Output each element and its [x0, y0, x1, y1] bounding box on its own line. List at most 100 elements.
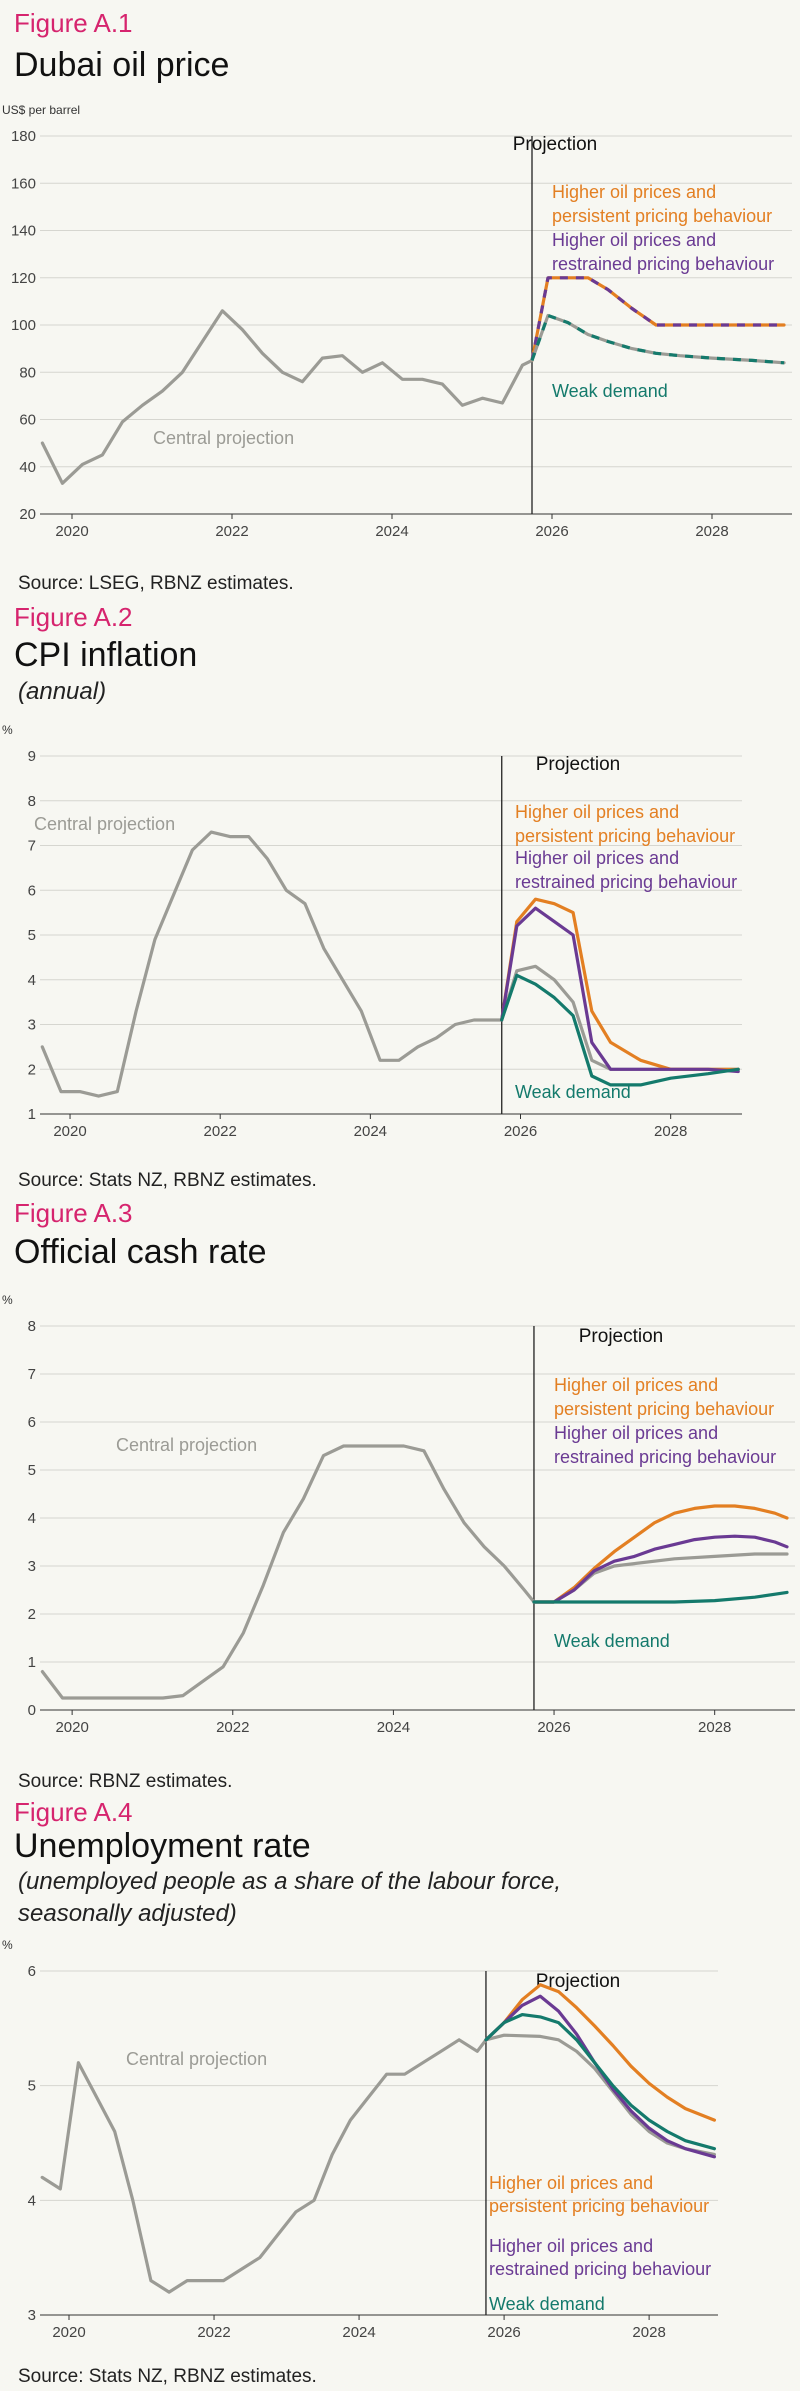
- y-tick-label: 0: [28, 1702, 36, 1719]
- y-tick-label: 5: [28, 927, 36, 944]
- y-axis-unit-label: %: [2, 723, 13, 737]
- annotation-weak: Weak demand: [489, 2294, 605, 2314]
- y-tick-label: 6: [28, 1963, 36, 1980]
- y-tick-label: 7: [28, 838, 36, 855]
- x-tick-label: 2020: [53, 1123, 86, 1140]
- annotation-high-restrained: Higher oil prices and: [489, 2236, 653, 2256]
- x-tick-label: 2028: [654, 1123, 687, 1140]
- annotation-high-persistent: Higher oil prices and: [515, 802, 679, 822]
- figure-2-source: Source: Stats NZ, RBNZ estimates.: [18, 1170, 317, 1191]
- projection-label: Projection: [536, 1971, 621, 1992]
- annotation-high-persistent: Higher oil prices and: [489, 2173, 653, 2193]
- annotation-high-persistent: Higher oil prices and: [552, 182, 716, 202]
- x-tick-label: 2024: [375, 523, 408, 540]
- figure-2-title: CPI inflation: [14, 636, 198, 674]
- figure-2-subtitle: (annual): [18, 678, 107, 705]
- x-tick-label: 2020: [55, 1719, 88, 1736]
- x-tick-label: 2022: [216, 1719, 249, 1736]
- series-line-high-persistent: [530, 276, 786, 362]
- y-tick-label: 20: [19, 506, 36, 523]
- x-tick-label: 2026: [504, 1123, 537, 1140]
- annotation-high-restrained: restrained pricing behaviour: [554, 1447, 776, 1467]
- y-tick-label: 6: [28, 1414, 36, 1431]
- figure-1-title: Dubai oil price: [14, 46, 230, 84]
- annotation-high-restrained: restrained pricing behaviour: [489, 2259, 711, 2279]
- x-tick-label: 2028: [695, 523, 728, 540]
- y-tick-label: 80: [19, 364, 36, 381]
- figure-4-subtitle-line-2: seasonally adjusted): [18, 1900, 237, 1927]
- y-tick-label: 3: [28, 1558, 36, 1575]
- y-tick-label: 160: [11, 175, 36, 192]
- x-tick-label: 2024: [354, 1123, 387, 1140]
- y-axis-unit-label: %: [2, 1938, 13, 1952]
- x-tick-label: 2022: [197, 2324, 230, 2341]
- projection-label: Projection: [513, 134, 598, 155]
- y-tick-label: 120: [11, 270, 36, 287]
- x-tick-label: 2026: [537, 1719, 570, 1736]
- y-tick-label: 4: [28, 1510, 36, 1527]
- y-tick-label: 8: [28, 1318, 36, 1335]
- x-tick-label: 2022: [204, 1123, 237, 1140]
- y-tick-label: 2: [28, 1061, 36, 1078]
- figure-2-label: Figure A.2: [14, 602, 133, 632]
- official-cash-rate-chart: % 0 1 2 3 4 5 6 7 8 2020 2022 2024 2026 2028 Projection…: [2, 1293, 795, 1736]
- y-tick-label: 1: [28, 1106, 36, 1123]
- series-line-weak: [532, 1590, 789, 1604]
- series-line-weak: [500, 973, 740, 1087]
- series-line-high-persistent: [484, 1983, 717, 2122]
- series-line-central: [40, 1444, 536, 1700]
- x-tick-label: 2022: [215, 523, 248, 540]
- figure-4-subtitle-line-1: (unemployed people as a share of the lab…: [18, 1868, 562, 1895]
- y-tick-label: 5: [28, 2078, 36, 2095]
- annotation-high-persistent: Higher oil prices and: [554, 1375, 718, 1395]
- figure-4-source: Source: Stats NZ, RBNZ estimates.: [18, 2366, 317, 2387]
- annotation-high-restrained: restrained pricing behaviour: [515, 872, 737, 892]
- y-tick-label: 2: [28, 1606, 36, 1623]
- annotation-central: Central projection: [126, 2049, 267, 2069]
- x-tick-label: 2028: [632, 2324, 665, 2341]
- annotation-high-restrained: restrained pricing behaviour: [552, 254, 774, 274]
- annotation-weak: Weak demand: [515, 1082, 631, 1102]
- annotation-high-persistent: persistent pricing behaviour: [554, 1399, 774, 1419]
- y-axis-unit-label: US$ per barrel: [2, 103, 80, 117]
- series-line-central: [40, 2038, 488, 2294]
- projection-label: Projection: [536, 754, 621, 775]
- y-tick-label: 3: [28, 1017, 36, 1034]
- series-line-central: [40, 309, 534, 485]
- annotation-weak: Weak demand: [552, 381, 668, 401]
- unemployment-rate-chart: % 3 4 5 6 2020 2022 2024 2026 2028 Projection Highe…: [2, 1938, 718, 2341]
- y-tick-label: 140: [11, 223, 36, 240]
- annotation-high-persistent: persistent pricing behaviour: [489, 2196, 709, 2216]
- y-tick-label: 4: [28, 972, 36, 989]
- dubai-oil-price-chart: US$ per barrel 20 40 60 80 100 120 140 160 180 202…: [2, 103, 792, 540]
- x-tick-label: 2026: [535, 523, 568, 540]
- figure-1-label: Figure A.1: [14, 8, 133, 38]
- figure-1-source: Source: LSEG, RBNZ estimates.: [18, 573, 294, 594]
- x-tick-label: 2020: [55, 523, 88, 540]
- annotation-high-restrained: Higher oil prices and: [552, 230, 716, 250]
- annotation-central: Central projection: [153, 428, 294, 448]
- annotation-weak: Weak demand: [554, 1631, 670, 1651]
- y-tick-label: 180: [11, 128, 36, 145]
- series-line-central: [530, 313, 786, 365]
- figure-4-label: Figure A.4: [14, 1797, 133, 1827]
- x-tick-label: 2024: [377, 1719, 410, 1736]
- series-line-weak: [484, 2012, 717, 2151]
- y-tick-label: 40: [19, 459, 36, 476]
- cpi-inflation-chart: % 1 2 3 4 5 6 7 8 9 2020 2022 2024 2026 2028 Projection…: [2, 723, 742, 1140]
- figure-3-source: Source: RBNZ estimates.: [18, 1771, 233, 1792]
- projection-label: Projection: [579, 1326, 664, 1347]
- series-line-high-persistent: [532, 1504, 789, 1604]
- y-tick-label: 9: [28, 748, 36, 765]
- series-line-weak: [530, 313, 785, 365]
- series-line-high-restrained: [500, 906, 740, 1074]
- y-tick-label: 5: [28, 1462, 36, 1479]
- series-line-central: [40, 830, 740, 1098]
- series-line-high-restrained: [530, 276, 784, 361]
- y-tick-label: 8: [28, 793, 36, 810]
- annotation-high-persistent: persistent pricing behaviour: [515, 826, 735, 846]
- y-tick-label: 7: [28, 1366, 36, 1383]
- x-tick-label: 2020: [52, 2324, 85, 2341]
- y-tick-label: 4: [28, 2192, 36, 2209]
- figure-4-title: Unemployment rate: [14, 1827, 311, 1865]
